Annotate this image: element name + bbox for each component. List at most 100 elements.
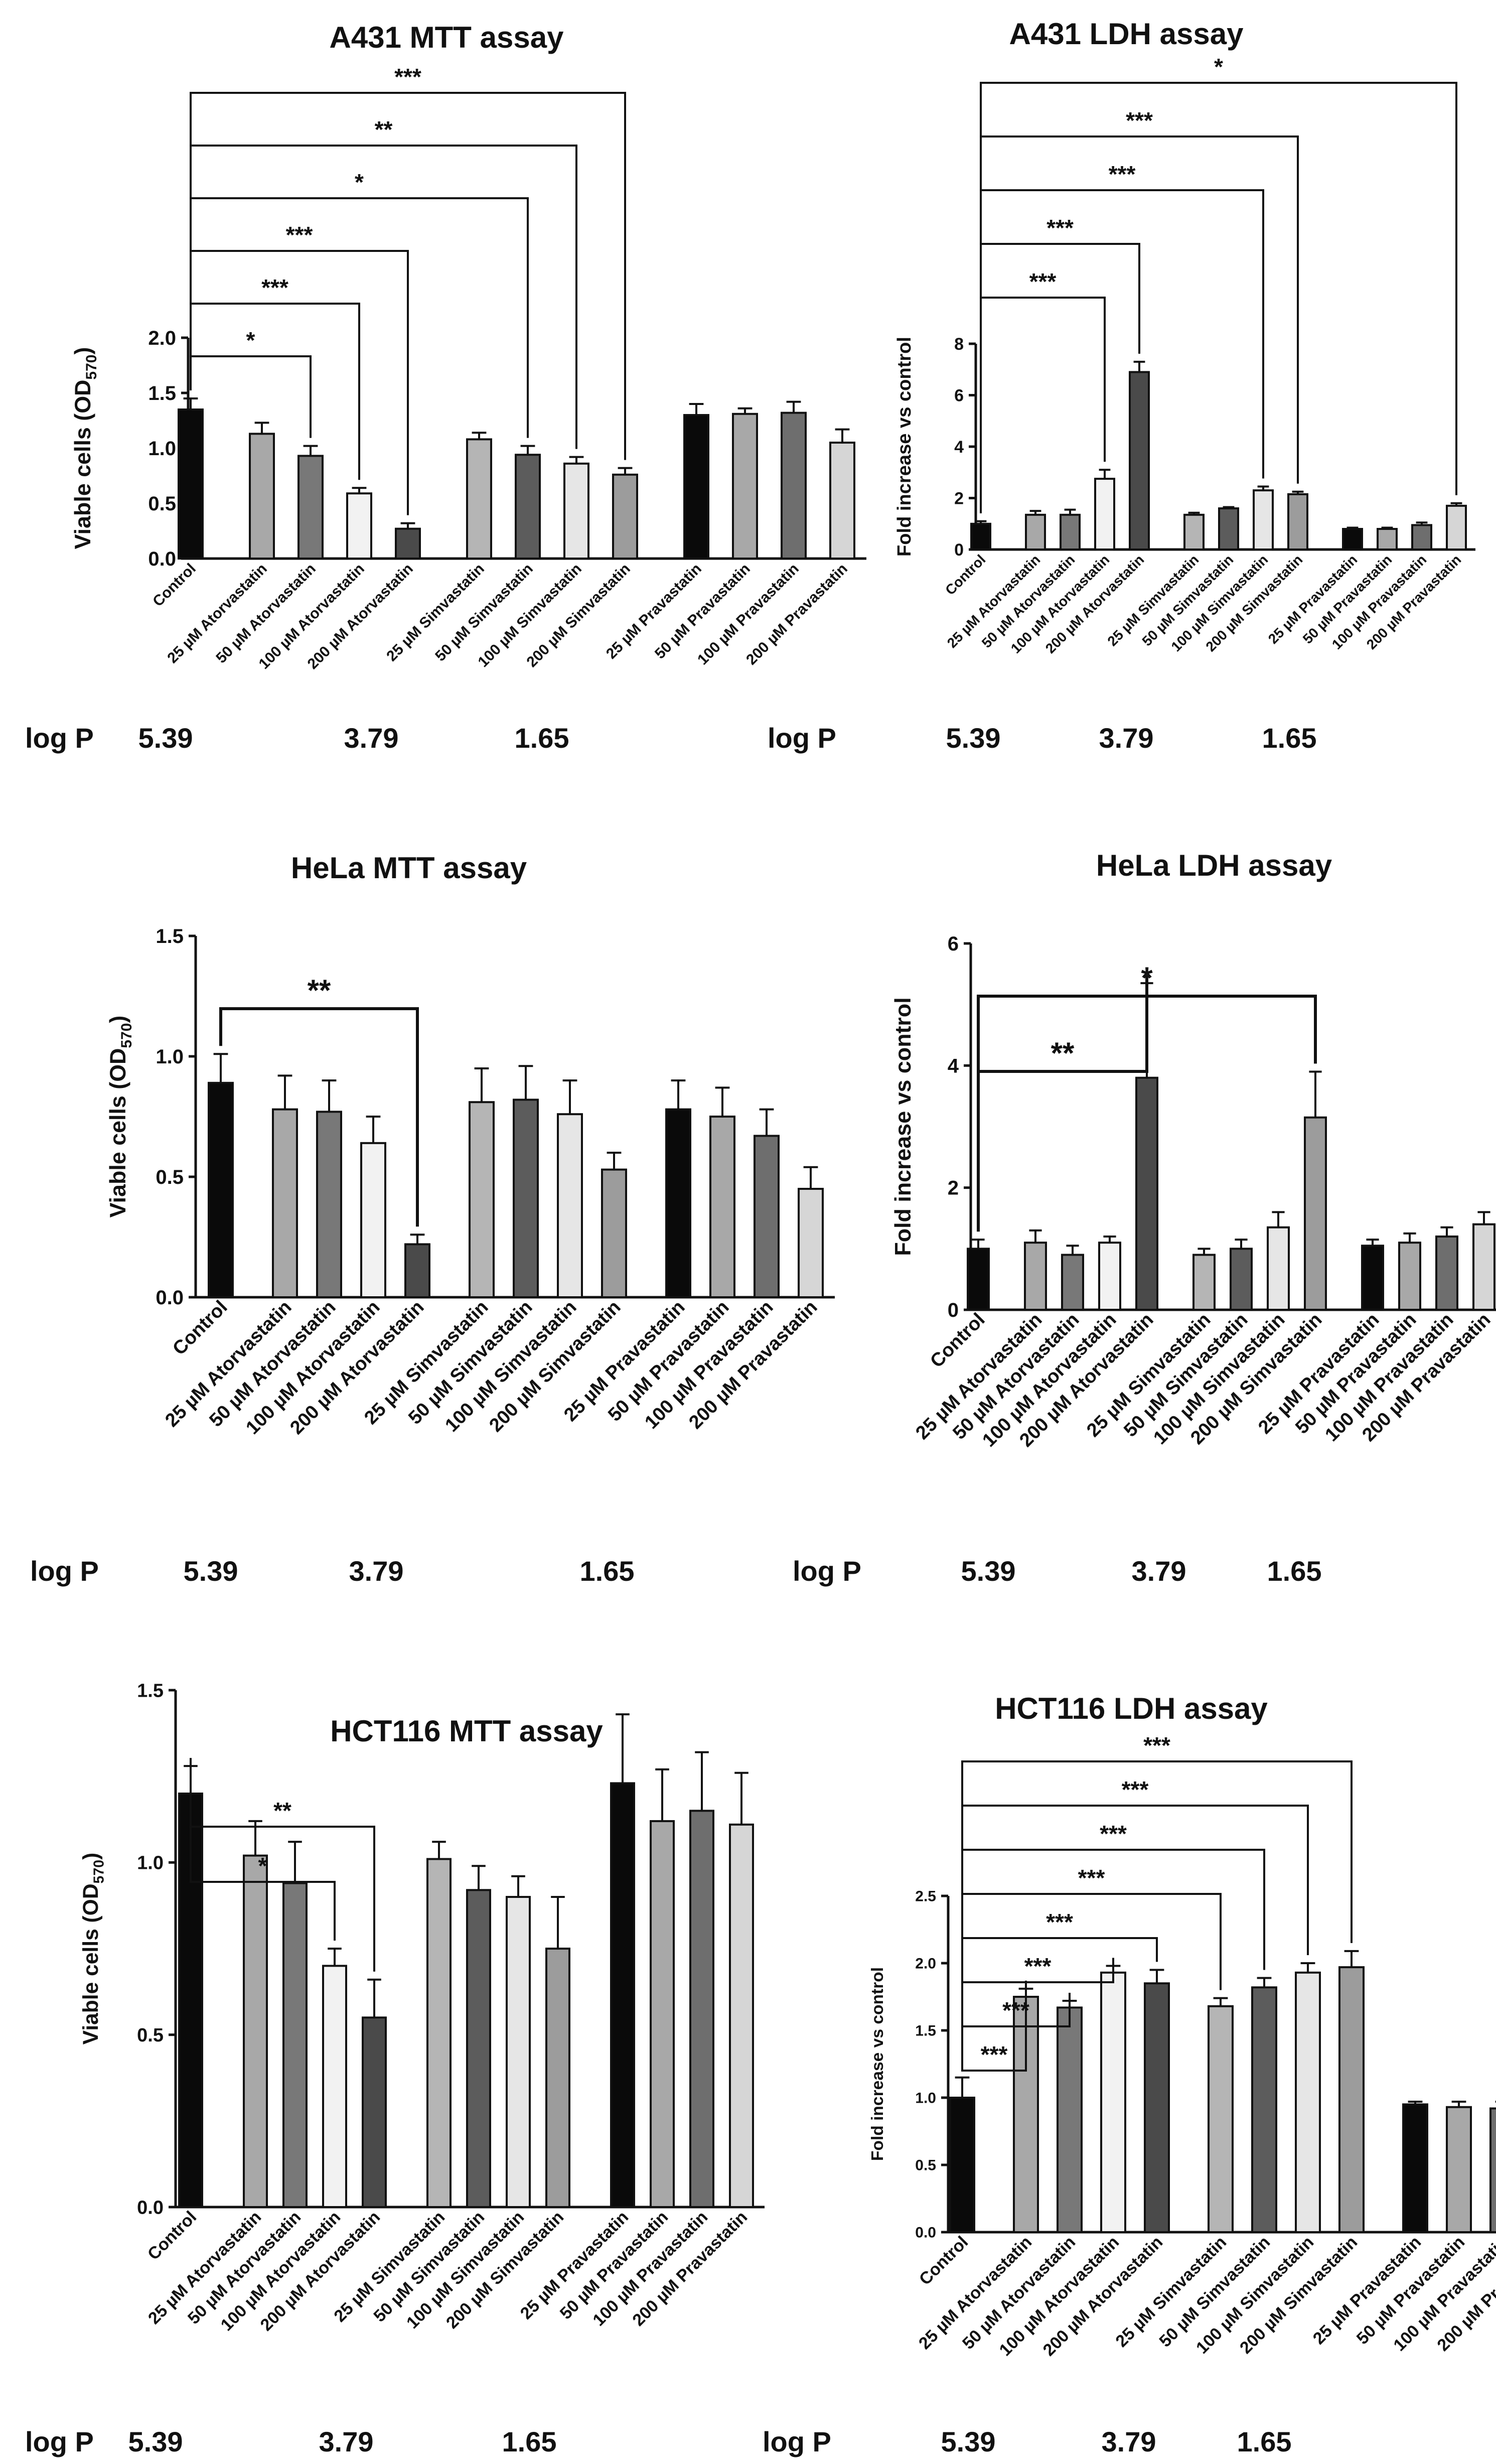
bar-6 bbox=[1192, 1254, 1216, 1311]
y-axis-label: Fold increase vs control bbox=[868, 1967, 887, 2161]
logp-value: 1.65 bbox=[515, 722, 569, 754]
significance-bracket bbox=[190, 355, 312, 438]
bar-3 bbox=[297, 455, 324, 560]
significance-label: *** bbox=[261, 275, 288, 301]
y-tick-label: 8 bbox=[954, 335, 964, 354]
y-tick-label: 0.0 bbox=[137, 2197, 164, 2218]
bar-7 bbox=[513, 1099, 539, 1298]
significance-label: *** bbox=[1100, 1821, 1127, 1847]
bar-10 bbox=[610, 1782, 635, 2208]
logp-value: 3.79 bbox=[1132, 1555, 1186, 1587]
bar-11 bbox=[1377, 528, 1398, 551]
bar-6 bbox=[426, 1858, 452, 2208]
bar-10 bbox=[1361, 1245, 1384, 1311]
bar-4 bbox=[346, 492, 372, 560]
bar-1 bbox=[967, 1248, 990, 1311]
bar-3 bbox=[1057, 2006, 1083, 2233]
y-tick-label: 2.0 bbox=[148, 327, 176, 349]
y-tick-label: 0.5 bbox=[137, 2025, 164, 2046]
logp-label: log P bbox=[793, 1555, 861, 1587]
bar-11 bbox=[650, 1820, 675, 2208]
y-axis-label: Fold increase vs control bbox=[894, 337, 915, 557]
logp-value: 5.39 bbox=[138, 722, 193, 754]
bar-5 bbox=[1135, 1076, 1158, 1311]
y-tick-label: 0 bbox=[954, 540, 964, 560]
significance-bracket bbox=[980, 243, 1140, 513]
significance-bracket bbox=[219, 1007, 419, 1227]
logp-label: log P bbox=[30, 1555, 99, 1587]
logp-value: 3.79 bbox=[1099, 722, 1154, 754]
bar-3 bbox=[282, 1882, 308, 2209]
bar-2 bbox=[249, 433, 275, 560]
significance-label: * bbox=[1214, 54, 1223, 80]
y-axis-label: Fold increase vs control bbox=[890, 997, 916, 1256]
y-tick-label: 1.0 bbox=[148, 438, 176, 460]
y-tick-label: 6 bbox=[954, 386, 964, 405]
bar-11 bbox=[1398, 1242, 1421, 1311]
significance-bracket bbox=[980, 297, 1106, 513]
logp-value: 3.79 bbox=[344, 722, 399, 754]
bar-4 bbox=[360, 1142, 386, 1299]
bar-10 bbox=[665, 1108, 691, 1299]
chart-title: HeLa MTT assay bbox=[291, 851, 527, 885]
logp-value: 5.39 bbox=[941, 2426, 996, 2457]
bar-1 bbox=[949, 2097, 975, 2233]
significance-label: *** bbox=[1046, 1909, 1073, 1935]
bar-1 bbox=[208, 1081, 234, 1299]
significance-label: ** bbox=[308, 974, 331, 1007]
bar-1 bbox=[970, 522, 991, 551]
bar-10 bbox=[683, 414, 709, 560]
bar-8 bbox=[1295, 1971, 1321, 2233]
logp-label: log P bbox=[25, 722, 94, 754]
chart-title: A431 MTT assay bbox=[330, 21, 564, 54]
logp-label: log P bbox=[763, 2426, 831, 2457]
y-tick-label: 2 bbox=[948, 1177, 959, 1199]
significance-label: *** bbox=[1046, 215, 1074, 241]
significance-label: *** bbox=[1002, 1997, 1029, 2023]
bar-10 bbox=[1402, 2103, 1428, 2233]
bar-2 bbox=[1025, 513, 1046, 551]
significance-label: *** bbox=[1024, 1953, 1052, 1979]
significance-label: *** bbox=[1143, 1732, 1170, 1758]
bar-2 bbox=[1024, 1242, 1047, 1311]
chart-title: HCT116 MTT assay bbox=[330, 1714, 603, 1748]
chart-title: HeLa LDH assay bbox=[1096, 849, 1332, 882]
significance-label: *** bbox=[286, 222, 313, 248]
bar-5 bbox=[395, 527, 421, 560]
logp-value: 3.79 bbox=[349, 1555, 404, 1587]
significance-bracket bbox=[980, 189, 1264, 513]
significance-label: *** bbox=[1122, 1776, 1149, 1803]
logp-value: 1.65 bbox=[1237, 2426, 1292, 2457]
logp-label: log P bbox=[768, 722, 836, 754]
y-tick-label: 0.5 bbox=[156, 1166, 184, 1188]
category-label: 50 µM Pravastatin bbox=[652, 561, 754, 662]
bar-9 bbox=[612, 473, 638, 560]
bar-11 bbox=[732, 413, 758, 560]
y-tick-label: 2.0 bbox=[915, 1956, 936, 1972]
bar-9 bbox=[1287, 493, 1308, 551]
bar-10 bbox=[1342, 528, 1363, 551]
significance-bracket bbox=[961, 1760, 1353, 2070]
bar-5 bbox=[362, 2016, 387, 2208]
significance-label: *** bbox=[394, 64, 421, 90]
bar-6 bbox=[466, 438, 492, 560]
significance-bracket bbox=[190, 1758, 375, 1972]
bar-6 bbox=[1208, 2005, 1234, 2233]
y-tick-label: 6 bbox=[948, 933, 959, 955]
chart-title: A431 LDH assay bbox=[1009, 17, 1244, 51]
significance-label: * bbox=[355, 169, 364, 195]
significance-bracket bbox=[190, 92, 626, 460]
chart-panel-1: A431 MTT assay 0.0 0.5 1.0 1.5 2.0 Viable cell… bbox=[25, 21, 866, 754]
y-tick-label: 4 bbox=[954, 438, 964, 457]
bar-4 bbox=[1094, 478, 1115, 551]
bar-8 bbox=[506, 1896, 531, 2208]
bar-5 bbox=[1129, 371, 1150, 551]
bar-9 bbox=[1304, 1116, 1327, 1311]
bar-12 bbox=[1411, 524, 1432, 551]
logp-value: 5.39 bbox=[961, 1555, 1016, 1587]
chart-panel-5: HCT116 MTT assay 0.0 0.5 1.0 1.5 Viable cells… bbox=[25, 1680, 765, 2457]
y-tick-label: 1.5 bbox=[148, 382, 176, 404]
significance-label: ** bbox=[375, 116, 393, 143]
logp-value: 3.79 bbox=[319, 2426, 374, 2457]
